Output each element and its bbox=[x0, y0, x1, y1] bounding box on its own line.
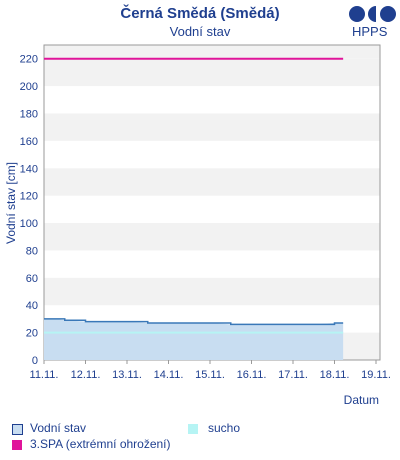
x-tick-label: 14.11. bbox=[154, 369, 184, 381]
grid-bands bbox=[44, 45, 380, 360]
y-tick-label: 100 bbox=[20, 218, 38, 230]
grid-band bbox=[44, 58, 380, 87]
x-tick-label: 12.11. bbox=[71, 369, 101, 381]
chart-subtitle: Vodní stav bbox=[169, 24, 231, 39]
x-tick-label: 19.11. bbox=[361, 369, 391, 381]
legend-swatch-spa3 bbox=[12, 440, 22, 450]
grid-band bbox=[44, 168, 380, 196]
series-layer bbox=[44, 57, 344, 360]
x-tick-label: 11.11. bbox=[30, 369, 59, 381]
y-tick-label: 40 bbox=[26, 300, 38, 312]
x-tick-label: 13.11. bbox=[112, 369, 142, 381]
y-tick-label: 180 bbox=[20, 108, 38, 120]
legend-swatch-water-level bbox=[12, 424, 23, 435]
x-tick-label: 17.11. bbox=[278, 369, 308, 381]
y-tick-label: 140 bbox=[20, 163, 38, 175]
hpps-logo-icon bbox=[349, 6, 396, 22]
grid-band bbox=[44, 113, 380, 141]
x-tick-label: 16.11. bbox=[237, 369, 267, 381]
grid-band bbox=[44, 223, 380, 251]
y-tick-label: 200 bbox=[20, 81, 38, 93]
y-tick-label: 60 bbox=[26, 273, 38, 285]
x-axis-ticks: 11.11. 12.11. 13.11. 14.11. 15.11. 16.11. 17.1… bbox=[30, 360, 391, 381]
logo-text: HPPS bbox=[352, 24, 388, 39]
grid-band bbox=[44, 277, 380, 306]
grid-band bbox=[44, 45, 380, 59]
y-tick-label: 20 bbox=[26, 328, 38, 340]
legend-label-drought: sucho bbox=[208, 421, 241, 435]
x-axis-label: Datum bbox=[344, 393, 379, 407]
x-tick-label: 15.11. bbox=[195, 369, 225, 381]
series-area-water-level bbox=[44, 318, 344, 360]
y-tick-label: 220 bbox=[20, 54, 38, 66]
plot-background bbox=[44, 45, 380, 360]
legend-label-water-level: Vodní stav bbox=[30, 421, 87, 435]
x-tick-label: 18.11. bbox=[320, 369, 350, 381]
legend-swatch-drought bbox=[188, 424, 198, 434]
y-tick-label: 120 bbox=[20, 191, 38, 203]
y-tick-label: 80 bbox=[26, 245, 38, 257]
chart-title: Černá Smědá (Smědá) bbox=[120, 5, 280, 22]
y-axis-label: Vodní stav [cm] bbox=[4, 162, 18, 244]
series-line-water-level bbox=[44, 318, 344, 326]
y-axis-ticks: 0 20 40 60 80 100 120 140 160 180 200 220 bbox=[20, 54, 38, 367]
legend-label-spa3: 3.SPA (extrémní ohrožení) bbox=[30, 437, 171, 451]
y-tick-label: 0 bbox=[32, 355, 38, 367]
y-tick-label: 160 bbox=[20, 136, 38, 148]
